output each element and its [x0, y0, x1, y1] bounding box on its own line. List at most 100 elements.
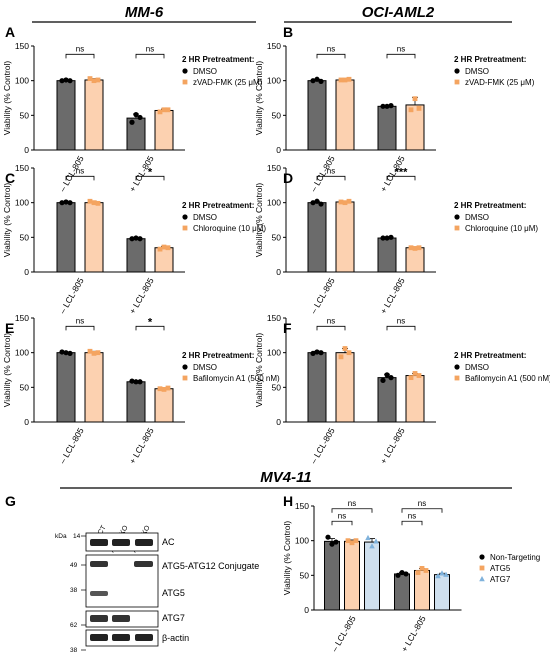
- x-tick-label: + LCL-805: [378, 426, 407, 466]
- significance-label: ***: [395, 166, 409, 178]
- significance-bracket: [316, 175, 346, 181]
- y-tick-label: 0: [24, 267, 29, 277]
- data-point: [91, 350, 97, 356]
- data-point: [388, 375, 394, 381]
- data-point: [325, 534, 331, 540]
- data-point: [345, 538, 351, 544]
- data-point: [388, 103, 394, 109]
- bar: [324, 540, 340, 611]
- bar: [335, 352, 355, 423]
- legend-marker: [479, 554, 485, 560]
- band-conjugate-nt: [90, 561, 108, 567]
- data-point: [399, 569, 405, 576]
- kda-marker-62: 62: [70, 622, 78, 629]
- significance-bracket: [135, 175, 165, 181]
- data-point: [91, 200, 97, 206]
- data-point: [95, 350, 101, 356]
- legend-entry: Chloroquine (10 μM): [465, 224, 538, 233]
- data-point: [314, 349, 320, 355]
- data-point: [87, 348, 93, 354]
- x-tick-label: – LCL-805: [329, 614, 358, 654]
- western-blot-panel: G NT CT ATG5 KO ATG7 KO kDa 14 AC 49 38 …: [5, 493, 259, 654]
- significance-bracket: [386, 175, 416, 181]
- data-point: [129, 236, 135, 242]
- bar: [56, 352, 76, 423]
- data-point: [412, 96, 418, 102]
- data-point: [133, 379, 139, 385]
- y-tick-label: 150: [295, 501, 309, 511]
- legend-entry: DMSO: [193, 363, 217, 372]
- data-point: [353, 538, 359, 544]
- x-tick-label: – LCL-805: [308, 276, 337, 316]
- data-point: [435, 573, 441, 579]
- data-point: [157, 386, 163, 392]
- bar: [126, 238, 146, 273]
- significance-label: ns: [397, 316, 405, 325]
- data-point: [380, 235, 386, 241]
- data-point: [314, 198, 320, 204]
- data-point: [346, 76, 352, 82]
- data-point: [310, 200, 316, 206]
- significance-bracket: [316, 325, 346, 331]
- legend-entry: DMSO: [193, 67, 217, 76]
- bar: [307, 80, 327, 151]
- y-tick-label: 0: [276, 145, 281, 155]
- data-point: [338, 199, 344, 205]
- data-point: [133, 235, 139, 241]
- legend-marker: [454, 79, 460, 85]
- band-actin-atg5ko: [112, 634, 130, 641]
- data-point: [137, 114, 143, 121]
- data-point: [408, 107, 414, 113]
- y-axis-label: Viability (% Control): [282, 521, 292, 596]
- data-point: [165, 385, 171, 391]
- bar: [154, 109, 174, 151]
- x-tick-label: – LCL-805: [308, 426, 337, 466]
- legend-marker: [182, 79, 188, 85]
- legend-marker: [182, 225, 188, 231]
- header-mm6: MM-6: [125, 4, 164, 21]
- x-tick-label: + LCL-805: [378, 276, 407, 316]
- band-atg5-nt: [90, 591, 108, 596]
- panel-label-D: D: [283, 170, 293, 186]
- legend-marker: [182, 375, 188, 381]
- data-point: [318, 350, 324, 356]
- y-tick-label: 100: [295, 536, 309, 546]
- significance-bracket: [401, 508, 443, 513]
- significance-label: *: [148, 316, 153, 328]
- legend-entry: Bafilomycin A1 (500 nM): [193, 374, 280, 383]
- significance-label: *: [148, 166, 153, 178]
- data-point: [388, 234, 394, 240]
- y-tick-label: 100: [267, 348, 281, 358]
- data-point: [408, 245, 414, 251]
- x-tick-label: – LCL-805: [57, 276, 86, 316]
- data-point: [439, 570, 445, 576]
- header-oci: OCI-AML2: [362, 4, 435, 21]
- data-point: [59, 78, 65, 84]
- data-point: [129, 119, 135, 125]
- data-point: [423, 568, 429, 573]
- legend-entry: DMSO: [465, 67, 489, 76]
- y-tick-label: 150: [15, 41, 29, 51]
- bar: [344, 540, 360, 611]
- significance-bracket: [331, 508, 373, 513]
- y-tick-label: 150: [15, 313, 29, 323]
- significance-label: ns: [327, 166, 335, 175]
- significance-bracket: [135, 325, 165, 331]
- band-ac-atg7ko: [135, 539, 153, 546]
- data-point: [63, 199, 69, 205]
- data-point: [403, 571, 409, 577]
- bar: [335, 79, 355, 151]
- significance-label: ns: [327, 316, 335, 325]
- data-point: [87, 76, 93, 81]
- band-atg7-nt: [90, 615, 108, 622]
- significance-bracket: [386, 325, 416, 331]
- bar: [56, 202, 76, 273]
- kda-marker-49: 49: [70, 562, 78, 569]
- y-tick-label: 50: [272, 232, 282, 242]
- y-axis-label: Viability (% Control): [2, 61, 12, 136]
- legend-marker: [182, 364, 188, 370]
- data-point: [395, 572, 401, 578]
- legend-entry: DMSO: [193, 213, 217, 222]
- kda-marker-14: 14: [73, 533, 81, 540]
- y-axis-label: Viability (% Control): [254, 61, 264, 136]
